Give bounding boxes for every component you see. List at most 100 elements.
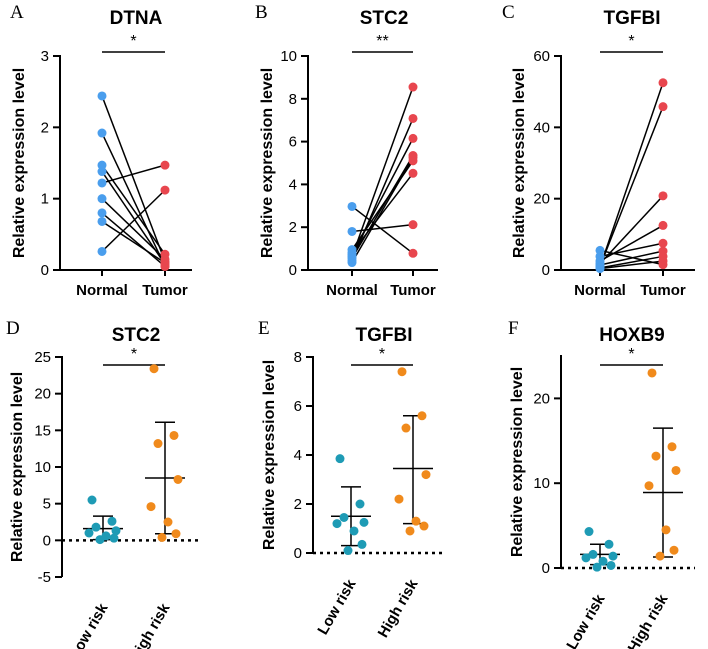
- data-point-tumor: [658, 102, 668, 112]
- y-tick-label: 20: [533, 191, 550, 208]
- y-tick-label: 2: [289, 219, 297, 236]
- y-tick-label: 60: [533, 48, 550, 65]
- chart-title: STC2: [360, 8, 409, 29]
- data-point-high-risk: [644, 481, 654, 491]
- panel-letter: B: [255, 2, 268, 23]
- y-axis-label: Relative expression level: [9, 372, 26, 562]
- data-point-normal: [97, 208, 107, 218]
- data-point-normal: [595, 264, 605, 274]
- panel-letter: A: [10, 2, 24, 23]
- data-point-low-risk: [604, 539, 614, 549]
- data-point-low-risk: [606, 560, 616, 570]
- data-point-high-risk: [419, 521, 429, 531]
- x-category-label: Low risk: [66, 600, 111, 649]
- y-tick-label: 3: [41, 48, 49, 65]
- data-point-tumor: [408, 248, 418, 258]
- data-point-high-risk: [405, 526, 415, 536]
- data-point-low-risk: [91, 522, 101, 532]
- data-point-low-risk: [357, 539, 367, 549]
- pair-line: [351, 86, 414, 257]
- data-point-low-risk: [355, 499, 365, 509]
- panel-letter: F: [508, 318, 519, 339]
- x-category-label: High risk: [625, 591, 672, 649]
- data-point-normal: [97, 216, 107, 226]
- significance-label: *: [628, 346, 634, 363]
- data-point-normal: [347, 201, 357, 211]
- significance-label: *: [131, 346, 137, 363]
- data-point-low-risk: [581, 553, 591, 563]
- pair-line: [351, 118, 414, 261]
- x-category-label: Normal: [76, 282, 128, 299]
- y-tick-label: 5: [43, 496, 51, 513]
- data-point-low-risk: [584, 527, 594, 537]
- data-point-normal: [97, 246, 107, 256]
- pair-line: [101, 164, 166, 184]
- pair-line: [599, 82, 664, 268]
- y-axis-label: Relative expression level: [11, 68, 28, 258]
- data-point-tumor: [408, 133, 418, 143]
- y-tick-label: -5: [38, 569, 51, 586]
- data-point-tumor: [160, 185, 170, 195]
- pair-line: [599, 255, 664, 269]
- data-point-low-risk: [111, 526, 121, 536]
- data-point-high-risk: [671, 465, 681, 475]
- x-category-label: Low risk: [314, 576, 359, 638]
- significance-label: *: [379, 346, 385, 363]
- pair-line: [101, 198, 166, 260]
- data-point-tumor: [658, 78, 668, 88]
- data-point-low-risk: [335, 454, 345, 464]
- data-point-low-risk: [588, 549, 598, 559]
- y-tick-label: 1: [41, 191, 49, 208]
- y-tick-label: 10: [280, 48, 297, 65]
- data-point-low-risk: [332, 519, 342, 529]
- data-point-high-risk: [157, 532, 167, 542]
- data-point-tumor: [160, 160, 170, 170]
- x-category-label: Tumor: [640, 282, 686, 299]
- data-point-high-risk: [651, 451, 661, 461]
- data-point-high-risk: [647, 368, 657, 378]
- data-point-low-risk: [84, 528, 94, 538]
- y-tick-label: 10: [533, 475, 550, 492]
- panel-d: D STC2 -5 0 5 10 15 20 25 Relative expression lev…: [6, 318, 200, 649]
- pair-line: [599, 106, 664, 267]
- data-point-low-risk: [87, 495, 97, 505]
- pair-line: [101, 220, 166, 264]
- data-point-tumor: [658, 238, 668, 248]
- pair-line: [101, 189, 166, 252]
- x-category-label: Tumor: [142, 282, 188, 299]
- y-tick-label: 10: [34, 459, 51, 476]
- data-point-tumor: [658, 256, 668, 266]
- data-point-high-risk: [411, 516, 421, 526]
- panel-letter: C: [502, 2, 515, 23]
- data-point-high-risk: [655, 551, 665, 561]
- y-tick-label: 0: [41, 262, 49, 279]
- data-point-low-risk: [349, 526, 359, 536]
- data-point-tumor: [160, 258, 170, 268]
- panel-letter: E: [258, 318, 270, 339]
- y-tick-label: 8: [294, 349, 302, 366]
- data-point-high-risk: [397, 367, 407, 377]
- data-point-normal: [97, 128, 107, 138]
- data-point-tumor: [408, 220, 418, 230]
- data-point-low-risk: [343, 546, 353, 556]
- data-point-normal: [97, 160, 107, 170]
- data-point-tumor: [658, 220, 668, 230]
- data-point-high-risk: [401, 423, 411, 433]
- pair-line: [599, 224, 664, 262]
- data-point-normal: [97, 91, 107, 101]
- pair-line: [351, 155, 414, 259]
- chart-title: TGFBI: [356, 325, 413, 346]
- x-category-label: High risk: [127, 600, 174, 649]
- y-axis-label: Relative expression level: [261, 360, 278, 550]
- pair-line: [599, 260, 664, 270]
- x-category-label: Normal: [326, 282, 378, 299]
- data-point-high-risk: [173, 474, 183, 484]
- data-point-high-risk: [153, 439, 163, 449]
- pair-line: [351, 138, 414, 255]
- chart-title: HOXB9: [599, 325, 664, 346]
- pair-line: [351, 157, 414, 263]
- y-tick-label: 0: [43, 532, 51, 549]
- data-point-high-risk: [169, 430, 179, 440]
- data-point-normal: [97, 167, 107, 177]
- chart-title: DTNA: [110, 8, 163, 29]
